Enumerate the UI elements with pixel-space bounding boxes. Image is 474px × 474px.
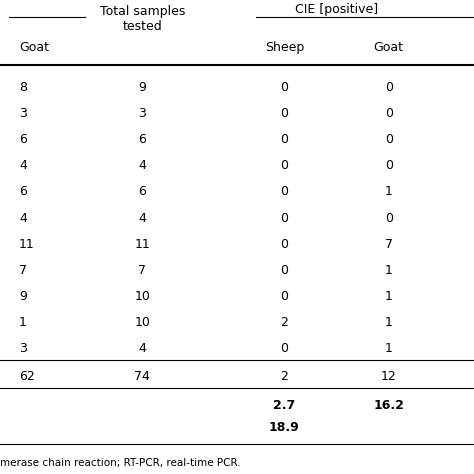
Text: 0: 0 [385, 133, 392, 146]
Text: 0: 0 [281, 81, 288, 94]
Text: 1: 1 [385, 290, 392, 303]
Text: 3: 3 [138, 107, 146, 120]
Text: 7: 7 [385, 237, 392, 251]
Text: CIE [positive]: CIE [positive] [295, 3, 378, 16]
Text: 6: 6 [19, 133, 27, 146]
Text: 0: 0 [385, 159, 392, 173]
Text: 4: 4 [138, 342, 146, 355]
Text: 0: 0 [281, 185, 288, 199]
Text: 0: 0 [281, 107, 288, 120]
Text: Goat: Goat [374, 41, 404, 54]
Text: 1: 1 [385, 185, 392, 199]
Text: 6: 6 [138, 133, 146, 146]
Text: 0: 0 [281, 342, 288, 355]
Text: 7: 7 [138, 264, 146, 277]
Text: 0: 0 [385, 211, 392, 225]
Text: 74: 74 [134, 370, 150, 383]
Text: 9: 9 [19, 290, 27, 303]
Text: 0: 0 [281, 211, 288, 225]
Text: 0: 0 [281, 290, 288, 303]
Text: 4: 4 [19, 211, 27, 225]
Text: 3: 3 [19, 107, 27, 120]
Text: 2: 2 [281, 370, 288, 383]
Text: 10: 10 [134, 290, 150, 303]
Text: 3: 3 [19, 342, 27, 355]
Text: 0: 0 [281, 237, 288, 251]
Text: 62: 62 [19, 370, 35, 383]
Text: 18.9: 18.9 [269, 421, 300, 434]
Text: 1: 1 [385, 342, 392, 355]
Text: 10: 10 [134, 316, 150, 329]
Text: Total samples
tested: Total samples tested [100, 5, 185, 33]
Text: 2.7: 2.7 [273, 399, 295, 412]
Text: 8: 8 [19, 81, 27, 94]
Text: 11: 11 [134, 237, 150, 251]
Text: Sheep: Sheep [265, 41, 304, 54]
Text: 0: 0 [281, 159, 288, 173]
Text: 4: 4 [138, 159, 146, 173]
Text: 7: 7 [19, 264, 27, 277]
Text: 0: 0 [281, 264, 288, 277]
Text: 6: 6 [138, 185, 146, 199]
Text: 12: 12 [381, 370, 397, 383]
Text: 11: 11 [19, 237, 35, 251]
Text: 4: 4 [138, 211, 146, 225]
Text: 1: 1 [385, 316, 392, 329]
Text: 2: 2 [281, 316, 288, 329]
Text: 0: 0 [385, 107, 392, 120]
Text: 0: 0 [281, 133, 288, 146]
Text: 1: 1 [385, 264, 392, 277]
Text: Goat: Goat [19, 41, 49, 54]
Text: 6: 6 [19, 185, 27, 199]
Text: 4: 4 [19, 159, 27, 173]
Text: 1: 1 [19, 316, 27, 329]
Text: merase chain reaction; RT-PCR, real-time PCR.: merase chain reaction; RT-PCR, real-time… [0, 458, 241, 468]
Text: 16.2: 16.2 [373, 399, 404, 412]
Text: 9: 9 [138, 81, 146, 94]
Text: 0: 0 [385, 81, 392, 94]
